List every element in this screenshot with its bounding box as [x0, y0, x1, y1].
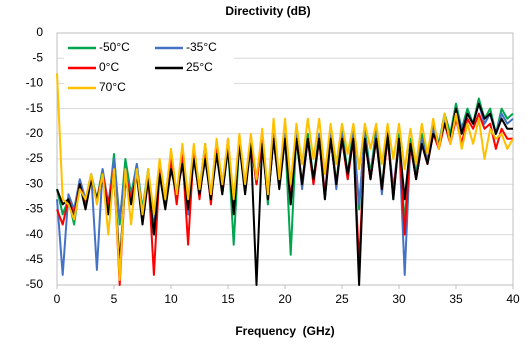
plot-border — [56, 32, 514, 286]
x-axis-label: Frequency (GHz) — [235, 324, 334, 338]
y-tick-label: -25 — [26, 151, 44, 165]
y-tick-label: -45 — [26, 252, 44, 266]
legend-label: 25°C — [186, 60, 213, 74]
x-tick-label: 10 — [164, 292, 178, 306]
x-tick-label: 30 — [392, 292, 406, 306]
y-tick-label: -50 — [26, 277, 44, 291]
y-tick-label: -40 — [26, 227, 44, 241]
legend-background — [64, 40, 234, 104]
y-tick-label: -35 — [26, 202, 44, 216]
y-tick-label: 0 — [36, 25, 43, 39]
x-tick-label: 0 — [54, 292, 61, 306]
y-tick-label: -10 — [26, 76, 44, 90]
series-line — [56, 73, 514, 281]
chart-title: Directivity (dB) — [225, 4, 310, 18]
x-tick-label: 40 — [506, 292, 520, 306]
x-tick-label: 25 — [335, 292, 349, 306]
legend-label: -35°C — [186, 40, 217, 54]
x-tick-label: 35 — [449, 292, 463, 306]
y-tick-label: -30 — [26, 176, 44, 190]
y-tick-label: -20 — [26, 126, 44, 140]
legend-label: -50°C — [99, 40, 130, 54]
x-tick-label: 20 — [278, 292, 292, 306]
y-tick-label: -5 — [32, 50, 43, 64]
series-line — [56, 102, 513, 286]
legend-label: 70°C — [99, 80, 126, 94]
x-tick-label: 5 — [111, 292, 118, 306]
legend-label: 0°C — [99, 60, 119, 74]
x-tick-label: 15 — [221, 292, 235, 306]
y-tick-label: -15 — [26, 101, 44, 115]
